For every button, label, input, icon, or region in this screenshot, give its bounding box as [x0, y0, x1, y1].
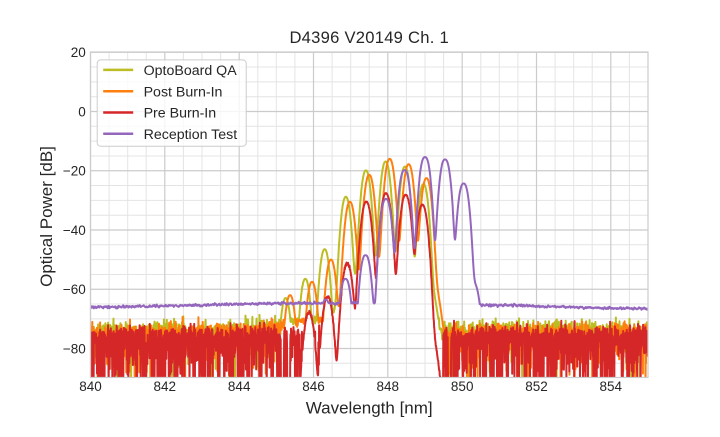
svg-text:−80: −80 — [63, 341, 86, 356]
svg-text:840: 840 — [79, 379, 102, 394]
svg-text:20: 20 — [71, 45, 86, 60]
svg-text:OptoBoard QA: OptoBoard QA — [144, 63, 238, 79]
svg-text:Reception Test: Reception Test — [144, 127, 238, 143]
svg-text:Wavelength [nm]: Wavelength [nm] — [306, 398, 433, 417]
svg-text:Pre Burn-In: Pre Burn-In — [144, 106, 217, 122]
svg-text:−60: −60 — [63, 282, 86, 297]
svg-text:−20: −20 — [63, 164, 86, 179]
svg-text:D4396 V20149 Ch. 1: D4396 V20149 Ch. 1 — [289, 28, 449, 47]
svg-text:−40: −40 — [63, 223, 86, 238]
svg-text:844: 844 — [228, 379, 251, 394]
svg-text:846: 846 — [302, 379, 325, 394]
svg-text:848: 848 — [377, 379, 400, 394]
svg-text:Optical Power [dB]: Optical Power [dB] — [37, 146, 56, 287]
svg-text:852: 852 — [525, 379, 548, 394]
svg-text:0: 0 — [78, 104, 86, 119]
svg-text:850: 850 — [451, 379, 474, 394]
svg-text:Post Burn-In: Post Burn-In — [144, 84, 223, 100]
svg-text:854: 854 — [600, 379, 623, 394]
svg-text:842: 842 — [154, 379, 177, 394]
